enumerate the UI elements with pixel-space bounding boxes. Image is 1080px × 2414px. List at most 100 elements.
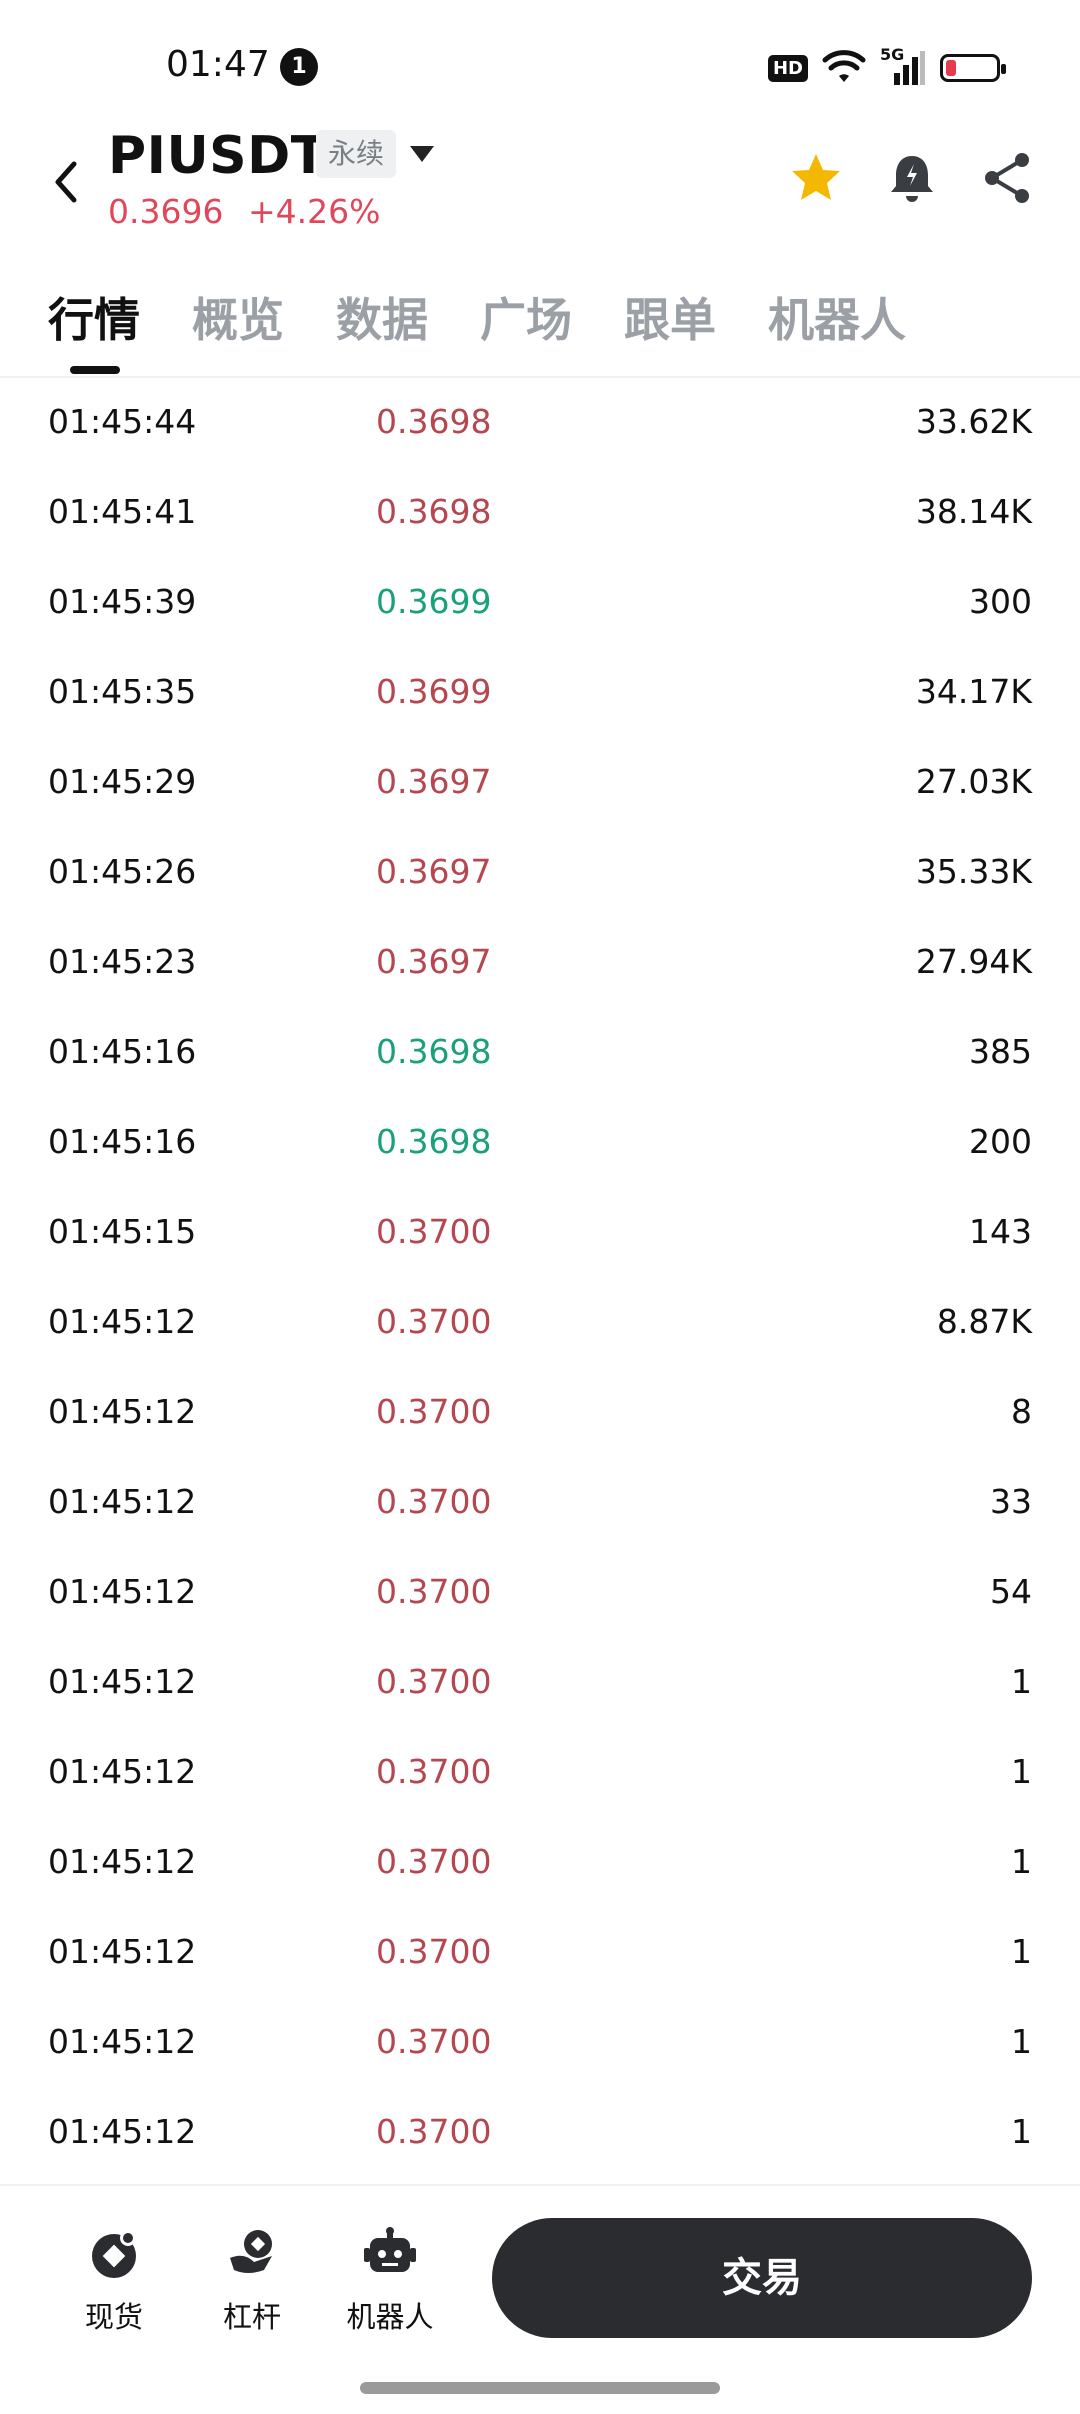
trade-row: 01:45:12 0.3700 1 [0,1728,1080,1818]
trade-price: 0.3700 [376,1302,492,1341]
trade-time: 01:45:12 [48,1752,197,1791]
trade-time: 01:45:12 [48,2022,197,2061]
trade-size: 33 [990,1482,1032,1521]
spot-icon [92,2230,136,2278]
trade-row: 01:45:16 0.3698 385 [0,1008,1080,1098]
trade-time: 01:45:44 [48,402,197,441]
trade-price: 0.3699 [376,672,492,711]
trade-price: 0.3700 [376,1752,492,1791]
notification-badge: 1 [280,48,318,86]
alert-bell-icon[interactable] [882,148,942,208]
network-label: 5G [880,45,905,64]
tab-data[interactable]: 数据 [336,293,428,347]
back-arrow-icon[interactable] [46,152,86,212]
trade-row: 01:45:12 0.3700 1 [0,1638,1080,1728]
nav-margin[interactable]: 杠杆 [192,2226,312,2336]
trade-row: 01:45:41 0.3698 38.14K [0,468,1080,558]
trade-size: 8 [1011,1392,1032,1431]
bottom-bar: 现货 杠杆 机器人 交易 [0,2184,1080,2414]
trade-time: 01:45:29 [48,762,197,801]
trade-price: 0.3700 [376,1842,492,1881]
signal-icon: 5G [880,45,926,87]
trade-row: 01:45:12 0.3700 8 [0,1368,1080,1458]
trades-list: 01:45:44 0.3698 33.62K 01:45:41 0.3698 38.14K… [0,378,1080,2178]
home-indicator [360,2382,720,2394]
trade-row: 01:45:12 0.3700 1 [0,1908,1080,1998]
chevron-down-icon[interactable] [410,146,434,162]
wifi-icon [822,50,866,82]
trade-row: 01:45:12 0.3700 1 [0,1818,1080,1908]
trade-size: 54 [990,1572,1032,1611]
price-line: 0.3696 +4.26% [108,192,380,231]
trade-price: 0.3698 [376,1032,492,1071]
trade-size: 1 [1011,1662,1032,1701]
trade-row: 01:45:12 0.3700 8.87K [0,1278,1080,1368]
trade-size: 1 [1011,2022,1032,2061]
tab-bar: 行情 概览 数据 广场 跟单 机器人 [0,270,1080,376]
trade-price: 0.3700 [376,2022,492,2061]
trade-size: 200 [969,1122,1032,1161]
trade-size: 38.14K [915,492,1032,531]
trade-size: 385 [969,1032,1032,1071]
nav-spot[interactable]: 现货 [54,2226,174,2336]
trade-row: 01:45:29 0.3697 27.03K [0,738,1080,828]
trade-size: 1 [1011,1752,1032,1791]
trade-row: 01:45:26 0.3697 35.33K [0,828,1080,918]
nav-margin-label: 杠杆 [222,2300,281,2334]
trade-size: 33.62K [915,402,1032,441]
trade-price: 0.3700 [376,1212,492,1251]
trade-time: 01:45:12 [48,2112,197,2151]
trade-time: 01:45:12 [48,1392,197,1431]
nav-robot[interactable]: 机器人 [330,2226,450,2336]
tab-square[interactable]: 广场 [480,293,572,347]
trade-price: 0.3700 [376,1572,492,1611]
battery-icon [940,54,1006,82]
trade-time: 01:45:12 [48,1662,197,1701]
contract-type-badge: 永续 [316,130,397,178]
header: PIUSDT 永续 0.3696 +4.26% [0,120,1080,250]
last-price: 0.3696 [108,192,224,231]
trade-time: 01:45:35 [48,672,197,711]
trade-size: 1 [1011,1932,1032,1971]
tab-copy-trading[interactable]: 跟单 [624,293,716,347]
trade-time: 01:45:12 [48,1302,197,1341]
robot-icon [364,2227,416,2272]
trade-time: 01:45:15 [48,1212,197,1251]
price-change: +4.26% [247,192,381,231]
trade-size: 1 [1011,2112,1032,2151]
trade-price: 0.3699 [376,582,492,621]
status-bar: 01:47 1 HD 5G [0,0,1080,120]
tab-bots[interactable]: 机器人 [768,293,906,347]
trade-price: 0.3700 [376,1662,492,1701]
trade-price: 0.3700 [376,1932,492,1971]
divider [0,376,1080,378]
trade-size: 34.17K [915,672,1032,711]
trade-size: 27.94K [915,942,1032,981]
trade-row: 01:45:39 0.3699 300 [0,558,1080,648]
trade-row: 01:45:23 0.3697 27.94K [0,918,1080,1008]
trade-price: 0.3698 [376,1122,492,1161]
margin-icon [230,2230,272,2273]
trade-row: 01:45:15 0.3700 143 [0,1188,1080,1278]
trade-size: 300 [969,582,1032,621]
trade-button[interactable]: 交易 [492,2218,1032,2338]
trade-row: 01:45:12 0.3700 54 [0,1548,1080,1638]
tab-overview[interactable]: 概览 [192,293,284,347]
trade-row: 01:45:12 0.3700 1 [0,1998,1080,2088]
trade-size: 35.33K [915,852,1032,891]
trade-size: 143 [969,1212,1032,1251]
trade-price: 0.3700 [376,1392,492,1431]
trade-time: 01:45:12 [48,1842,197,1881]
trade-row: 01:45:12 0.3700 33 [0,1458,1080,1548]
share-icon[interactable] [978,148,1038,208]
trade-size: 1 [1011,1842,1032,1881]
hd-icon: HD [767,54,808,82]
pair-symbol[interactable]: PIUSDT [108,126,327,186]
trade-time: 01:45:26 [48,852,197,891]
trade-row: 01:45:16 0.3698 200 [0,1098,1080,1188]
trade-time: 01:45:39 [48,582,197,621]
star-icon[interactable] [786,148,846,208]
tab-market[interactable]: 行情 [48,293,140,347]
trade-time: 01:45:12 [48,1932,197,1971]
trade-time: 01:45:23 [48,942,197,981]
